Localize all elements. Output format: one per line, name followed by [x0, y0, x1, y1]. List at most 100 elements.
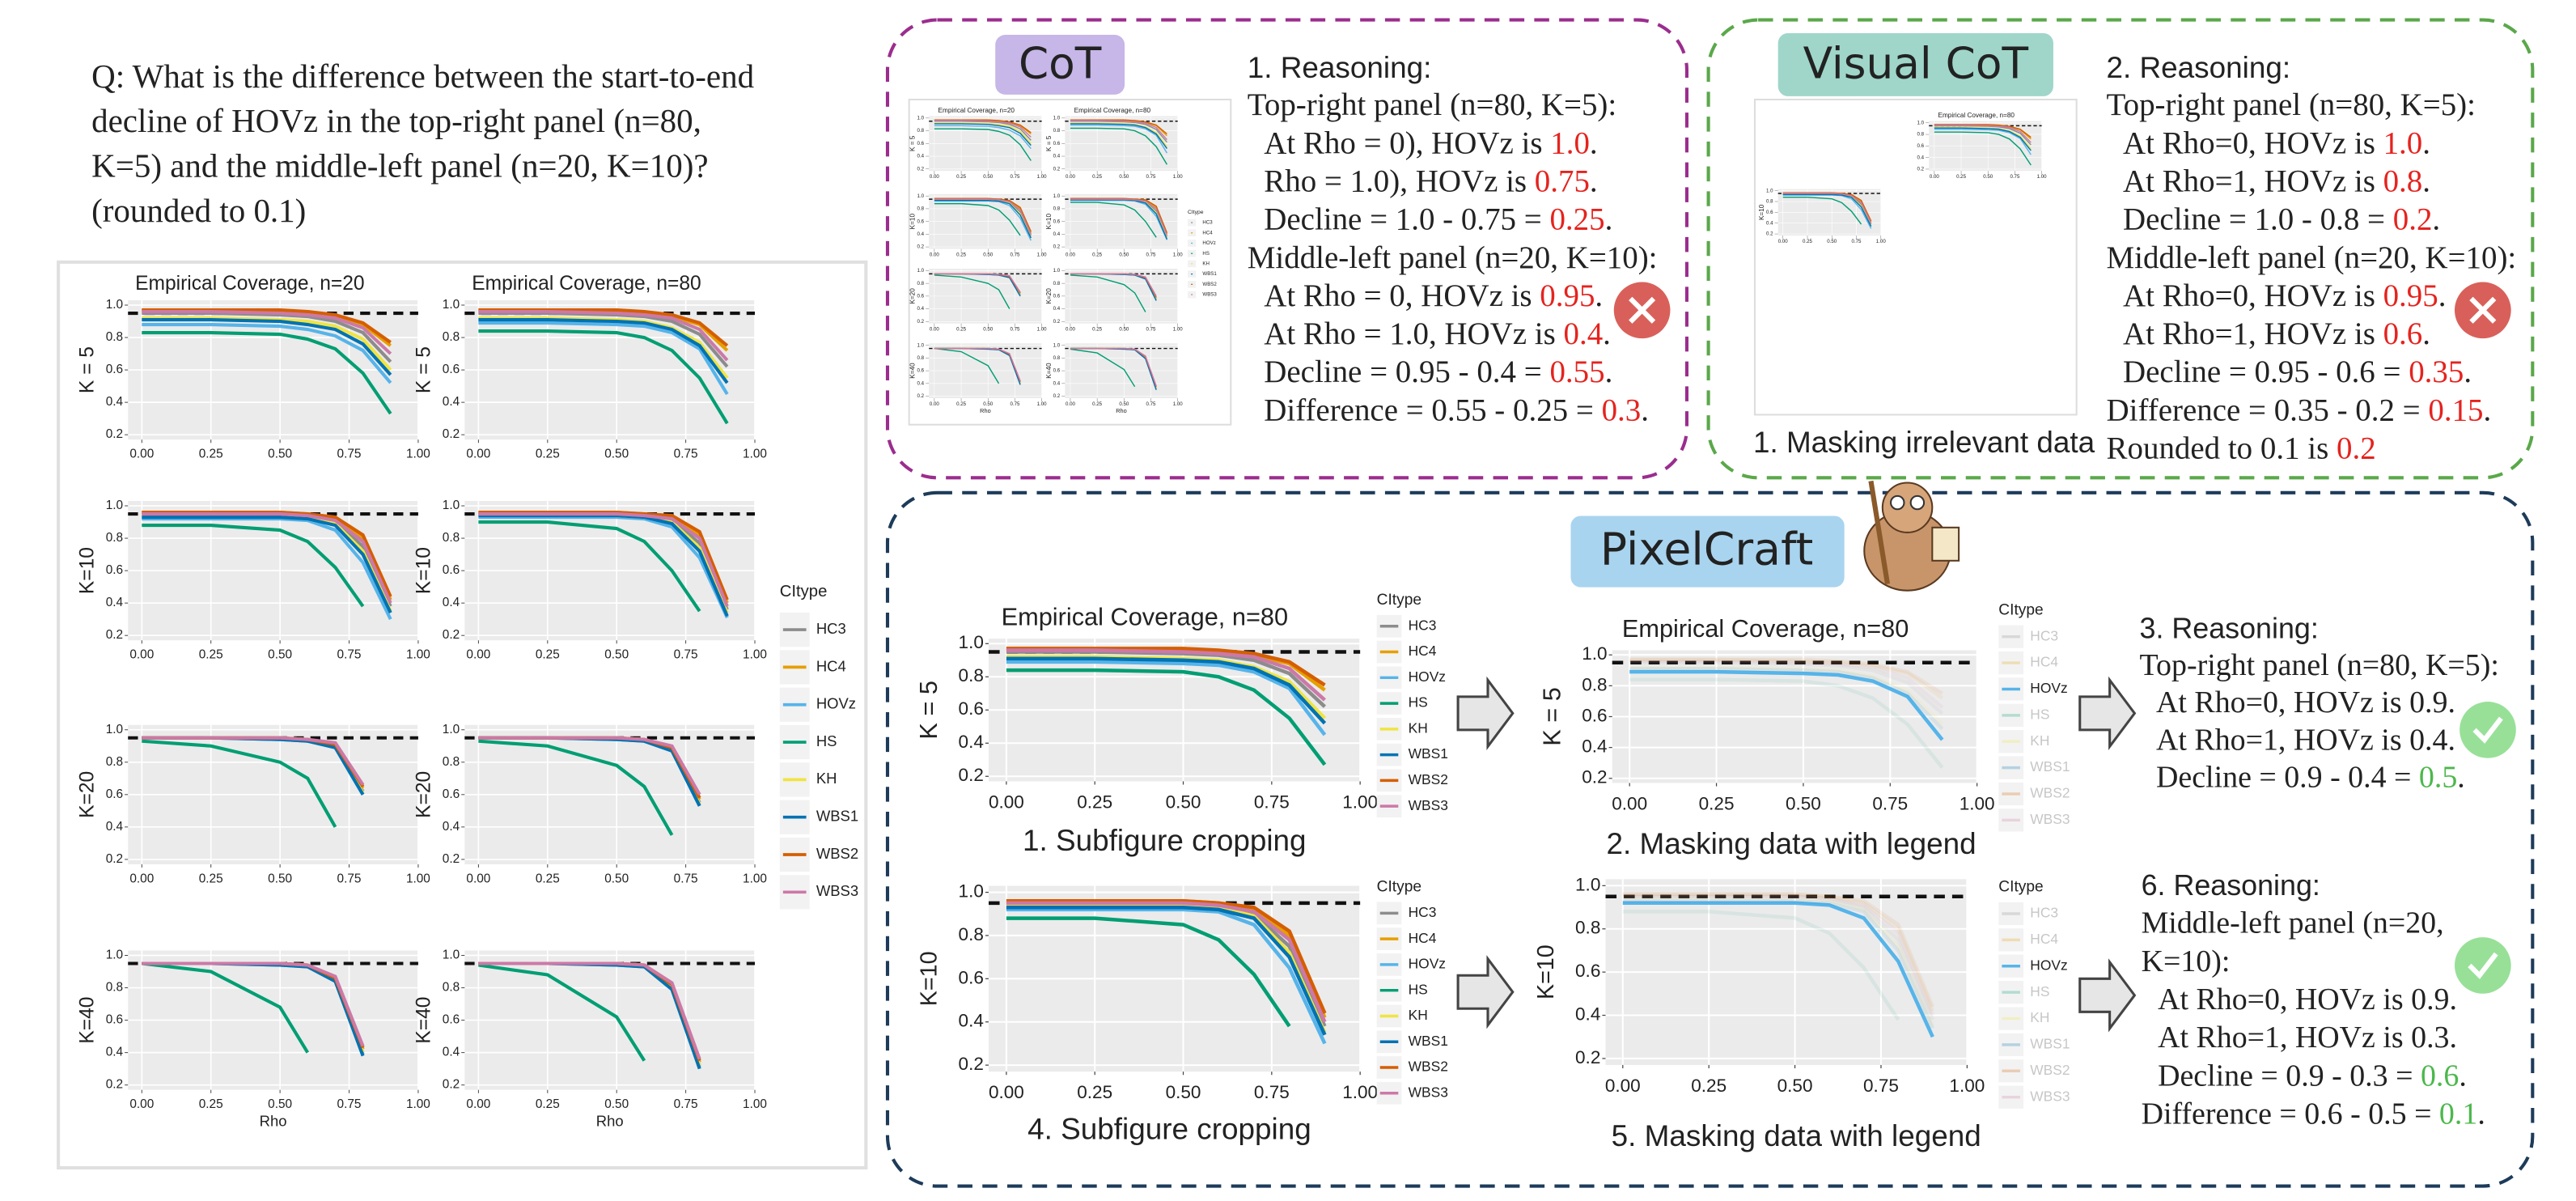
x-tick-label: 0.00 [1612, 793, 1647, 813]
x-tick-label: 0.00 [930, 401, 940, 407]
reasoning-text: At Rho=0, HOVz is 0.9. [2158, 982, 2457, 1016]
row-label: K=10 [909, 214, 917, 230]
x-tick-label: 0.25 [1092, 327, 1103, 333]
y-tick-label: 0.6 [106, 563, 123, 577]
reasoning-text: Difference = 0.6 - 0.5 = [2142, 1097, 2439, 1131]
legend-label: HC3 [1409, 617, 1437, 633]
y-tick-label: 1.0 [959, 632, 984, 652]
x-tick-label: 0.75 [337, 872, 362, 885]
x-tick-label: 1.00 [1173, 327, 1184, 333]
x-tick-label: 1.00 [743, 1097, 767, 1111]
x-tick-label: 0.50 [1786, 793, 1821, 813]
panel-title: Empirical Coverage, n=80 [1002, 603, 1288, 631]
x-tick-label: 0.75 [674, 648, 698, 662]
row-label: K=20 [77, 771, 99, 818]
legend-key-box [1998, 703, 2024, 727]
legend-label: HC3 [1202, 220, 1213, 226]
y-tick-label: 0.8 [443, 755, 460, 769]
series-line [1070, 202, 1157, 238]
x-tick-label: 0.00 [1066, 401, 1076, 407]
reasoning-text: Middle-left panel (n=20, K=10): [1248, 240, 1658, 275]
legend-label: HS [1202, 251, 1210, 257]
series-line [478, 739, 674, 836]
series-line [1934, 124, 2032, 138]
series-line [1782, 196, 1862, 225]
y-tick-label: 0.2 [1053, 319, 1061, 325]
series-line [478, 520, 701, 613]
legend-label: KH [1202, 261, 1210, 267]
x-tick-label: 0.00 [930, 327, 940, 333]
series-line [934, 120, 1032, 138]
x-tick-label: 1.00 [1342, 1082, 1378, 1102]
reasoning-text: K=10): [2142, 944, 2231, 978]
series-line [478, 961, 701, 1060]
reasoning-line: K=10): [2142, 944, 2231, 978]
x-tick-label: 0.25 [536, 648, 560, 662]
legend-label: WBS2 [2030, 1062, 2070, 1078]
reasoning-text: . [2422, 163, 2430, 198]
series-line [142, 511, 392, 604]
y-tick-label: 0.4 [443, 395, 460, 409]
y-tick-label: 1.0 [1053, 342, 1061, 348]
reasoning-text: . [1605, 354, 1613, 389]
x-tick-label: 0.25 [536, 872, 560, 885]
reasoning-line: At Rho=0, HOVz is 1.0. [2123, 125, 2430, 160]
row-label: K=40 [1045, 363, 1053, 379]
legend-label: WBS2 [1409, 771, 1448, 787]
row-label: K=10 [1045, 214, 1053, 230]
reasoning-line: Top-right panel (n=80, K=5): [2140, 648, 2499, 682]
question-line: (rounded to 0.1) [91, 192, 306, 229]
y-tick-label: 0.2 [917, 166, 925, 172]
y-tick-label: 1.0 [443, 298, 460, 312]
reasoning-text: At Rho=1, HOVz is [2123, 316, 2383, 351]
reasoning-text: Rho = 1.0), HOVz is [1264, 163, 1535, 198]
legend-label: WBS2 [1409, 1059, 1448, 1075]
x-tick-label: 1.00 [406, 1097, 430, 1111]
panel-title: Empirical Coverage, n=20 [938, 107, 1015, 114]
y-tick-label: 0.6 [106, 787, 123, 801]
x-tick-label: 0.25 [1092, 174, 1103, 180]
y-tick-label: 0.8 [106, 531, 123, 545]
x-tick-label: 0.00 [129, 448, 154, 461]
series-line [1070, 121, 1167, 143]
y-tick-label: 0.8 [443, 981, 460, 995]
x-tick-label: 1.00 [1037, 401, 1048, 407]
beaver-icon [1863, 480, 1960, 592]
legend-label: HOVz [2030, 957, 2067, 973]
reasoning-text: At Rho=0, HOVz is [2123, 278, 2383, 313]
x-tick-label: 0.50 [983, 174, 994, 180]
x-tick-label: 1.00 [743, 648, 767, 662]
question: Q: What is the difference between the st… [91, 57, 754, 229]
y-tick-label: 0.8 [106, 755, 123, 769]
legend-label: KH [816, 770, 837, 787]
row-label: K=20 [413, 771, 435, 818]
x-tick-label: 1.00 [1037, 252, 1048, 257]
x-tick-label: 0.50 [1983, 174, 1993, 180]
series-line [1070, 123, 1167, 150]
pixelcraft-frame [885, 490, 2535, 1188]
legend-key-box [1998, 730, 2024, 753]
row-label: K=10 [916, 951, 942, 1006]
legend-label: HC4 [1202, 230, 1213, 236]
reasoning-text: 0.2 [2337, 431, 2376, 465]
legend-key-box [1998, 782, 2024, 806]
series-line [1006, 656, 1327, 725]
reasoning-text: . [2477, 1097, 2485, 1131]
x-tick-label: 0.50 [1119, 327, 1129, 333]
legend-title: CItype [1377, 879, 1421, 896]
x-tick-label: 1.00 [1876, 239, 1887, 244]
series-line [1782, 193, 1872, 227]
x-tick-label: 0.25 [199, 448, 223, 461]
panel-title: Empirical Coverage, n=80 [1622, 614, 1909, 643]
row-label: K = 5 [1045, 135, 1053, 151]
series-line [934, 347, 1021, 381]
legend-key-box [1998, 756, 2024, 779]
y-tick-label: 0.2 [1582, 767, 1607, 787]
x-tick-label: 0.75 [1254, 1082, 1290, 1102]
series-line [934, 199, 1032, 239]
series-line [1006, 668, 1327, 766]
step-caption: 2. Masking data with legend [1607, 827, 1976, 860]
legend-label: WBS2 [1202, 282, 1217, 287]
